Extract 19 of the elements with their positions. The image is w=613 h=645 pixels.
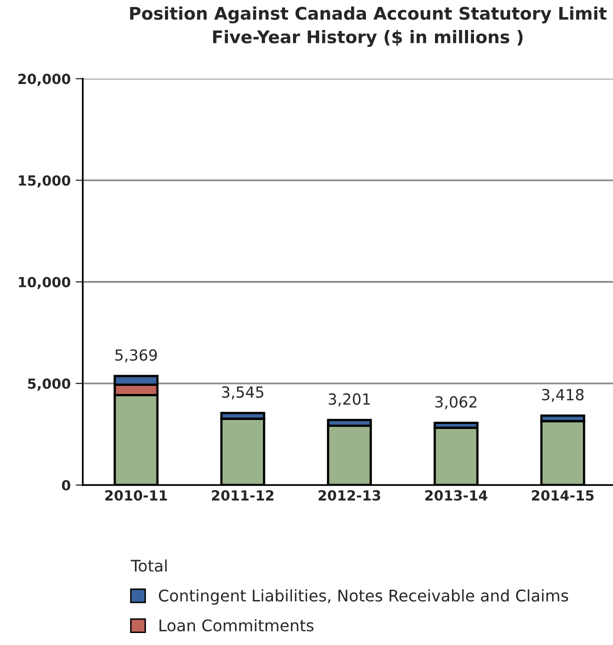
x-tick-label: 2011-12	[212, 490, 274, 501]
legend-label: Loan Commitments	[160, 619, 314, 632]
total-label: 3,418	[542, 388, 584, 402]
chart-title: Position Against Canada Account Statutory Limit Five-Year History ($ in millions )	[130, 6, 607, 47]
legend-label: Contingent Liabilities, Notes Receivable and Claims	[158, 589, 568, 605]
y-tick-label: 5,000	[28, 378, 70, 391]
y-tick-label: 10,000	[18, 276, 70, 290]
x-tick-label: 2014-15	[532, 490, 594, 501]
y-tick-label: 0	[62, 480, 70, 491]
x-tick-label: 2013-14	[425, 490, 488, 501]
total-label: 3,545	[222, 386, 264, 400]
total-label: 5,369	[115, 349, 157, 362]
legend-title: Total	[130, 559, 167, 572]
y-tick-label: 15,000	[18, 175, 70, 188]
y-tick-label: 20,000	[18, 74, 70, 86]
total-label: 3,062	[435, 396, 476, 410]
total-label: 3,201	[328, 393, 370, 406]
x-tick-label: 2010-11	[105, 490, 168, 501]
x-tick-label: 2012-13	[318, 490, 380, 501]
